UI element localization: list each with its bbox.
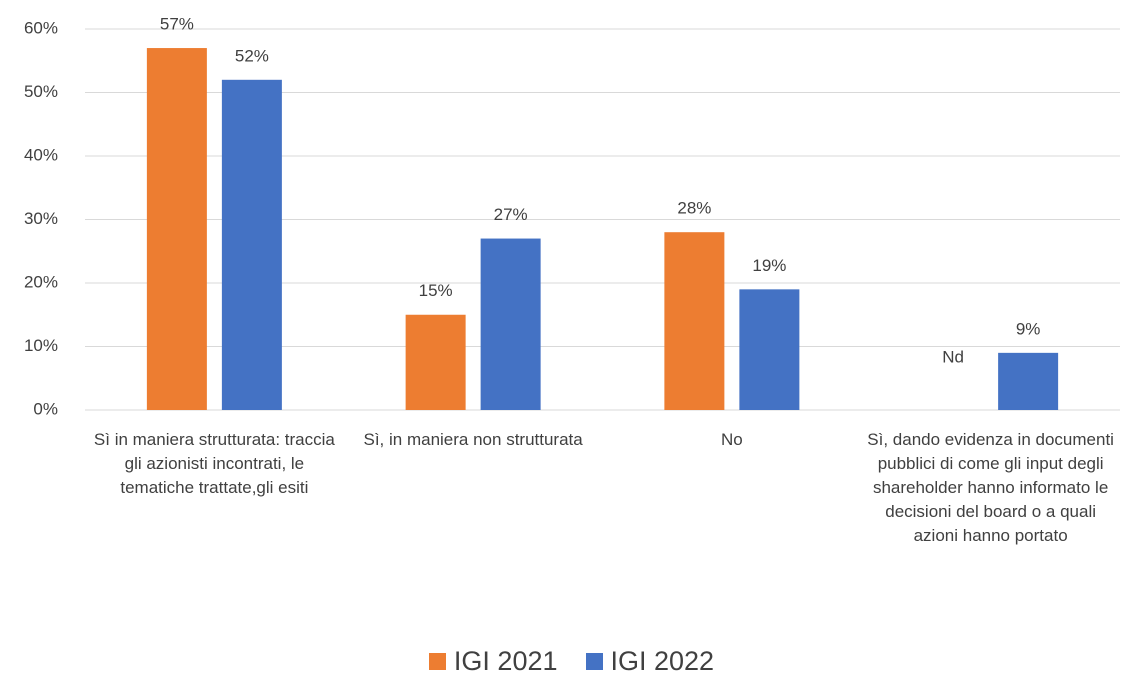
bar bbox=[405, 314, 466, 410]
y-tick-label: 60% bbox=[24, 18, 58, 37]
x-tick-label: Sì, dando evidenza in documenti pubblici… bbox=[867, 430, 1114, 545]
y-tick-label: 30% bbox=[24, 209, 58, 228]
x-tick-label: No bbox=[721, 430, 743, 449]
x-tick-label: Sì, in maniera non strutturata bbox=[363, 430, 583, 449]
bar bbox=[739, 289, 800, 410]
data-label: 19% bbox=[752, 256, 786, 275]
legend-item: IGI 2021 bbox=[428, 646, 558, 677]
y-tick-label: 0% bbox=[33, 399, 58, 418]
legend-item: IGI 2022 bbox=[585, 646, 715, 677]
bar bbox=[221, 79, 282, 411]
data-label: 52% bbox=[235, 46, 269, 65]
data-label: 15% bbox=[419, 281, 453, 300]
data-label: 28% bbox=[677, 199, 711, 218]
bar bbox=[664, 232, 725, 410]
bar bbox=[480, 238, 541, 410]
x-tick-label: Sì in maniera strutturata: traccia gli a… bbox=[93, 430, 335, 497]
legend: IGI 2021 IGI 2022 bbox=[0, 646, 1143, 677]
data-label: 27% bbox=[494, 205, 528, 224]
y-tick-label: 10% bbox=[24, 336, 58, 355]
legend-label: IGI 2021 bbox=[453, 646, 558, 676]
bar bbox=[146, 48, 207, 411]
data-label: Nd bbox=[942, 347, 964, 366]
legend-label: IGI 2022 bbox=[610, 646, 715, 676]
legend-swatch bbox=[585, 653, 603, 670]
y-tick-label: 20% bbox=[24, 272, 58, 291]
y-tick-label: 40% bbox=[24, 145, 58, 164]
bar bbox=[998, 352, 1059, 410]
legend-swatch bbox=[428, 653, 446, 670]
data-label: 9% bbox=[1016, 319, 1041, 338]
y-tick-label: 50% bbox=[24, 82, 58, 101]
data-label: 57% bbox=[160, 15, 194, 34]
